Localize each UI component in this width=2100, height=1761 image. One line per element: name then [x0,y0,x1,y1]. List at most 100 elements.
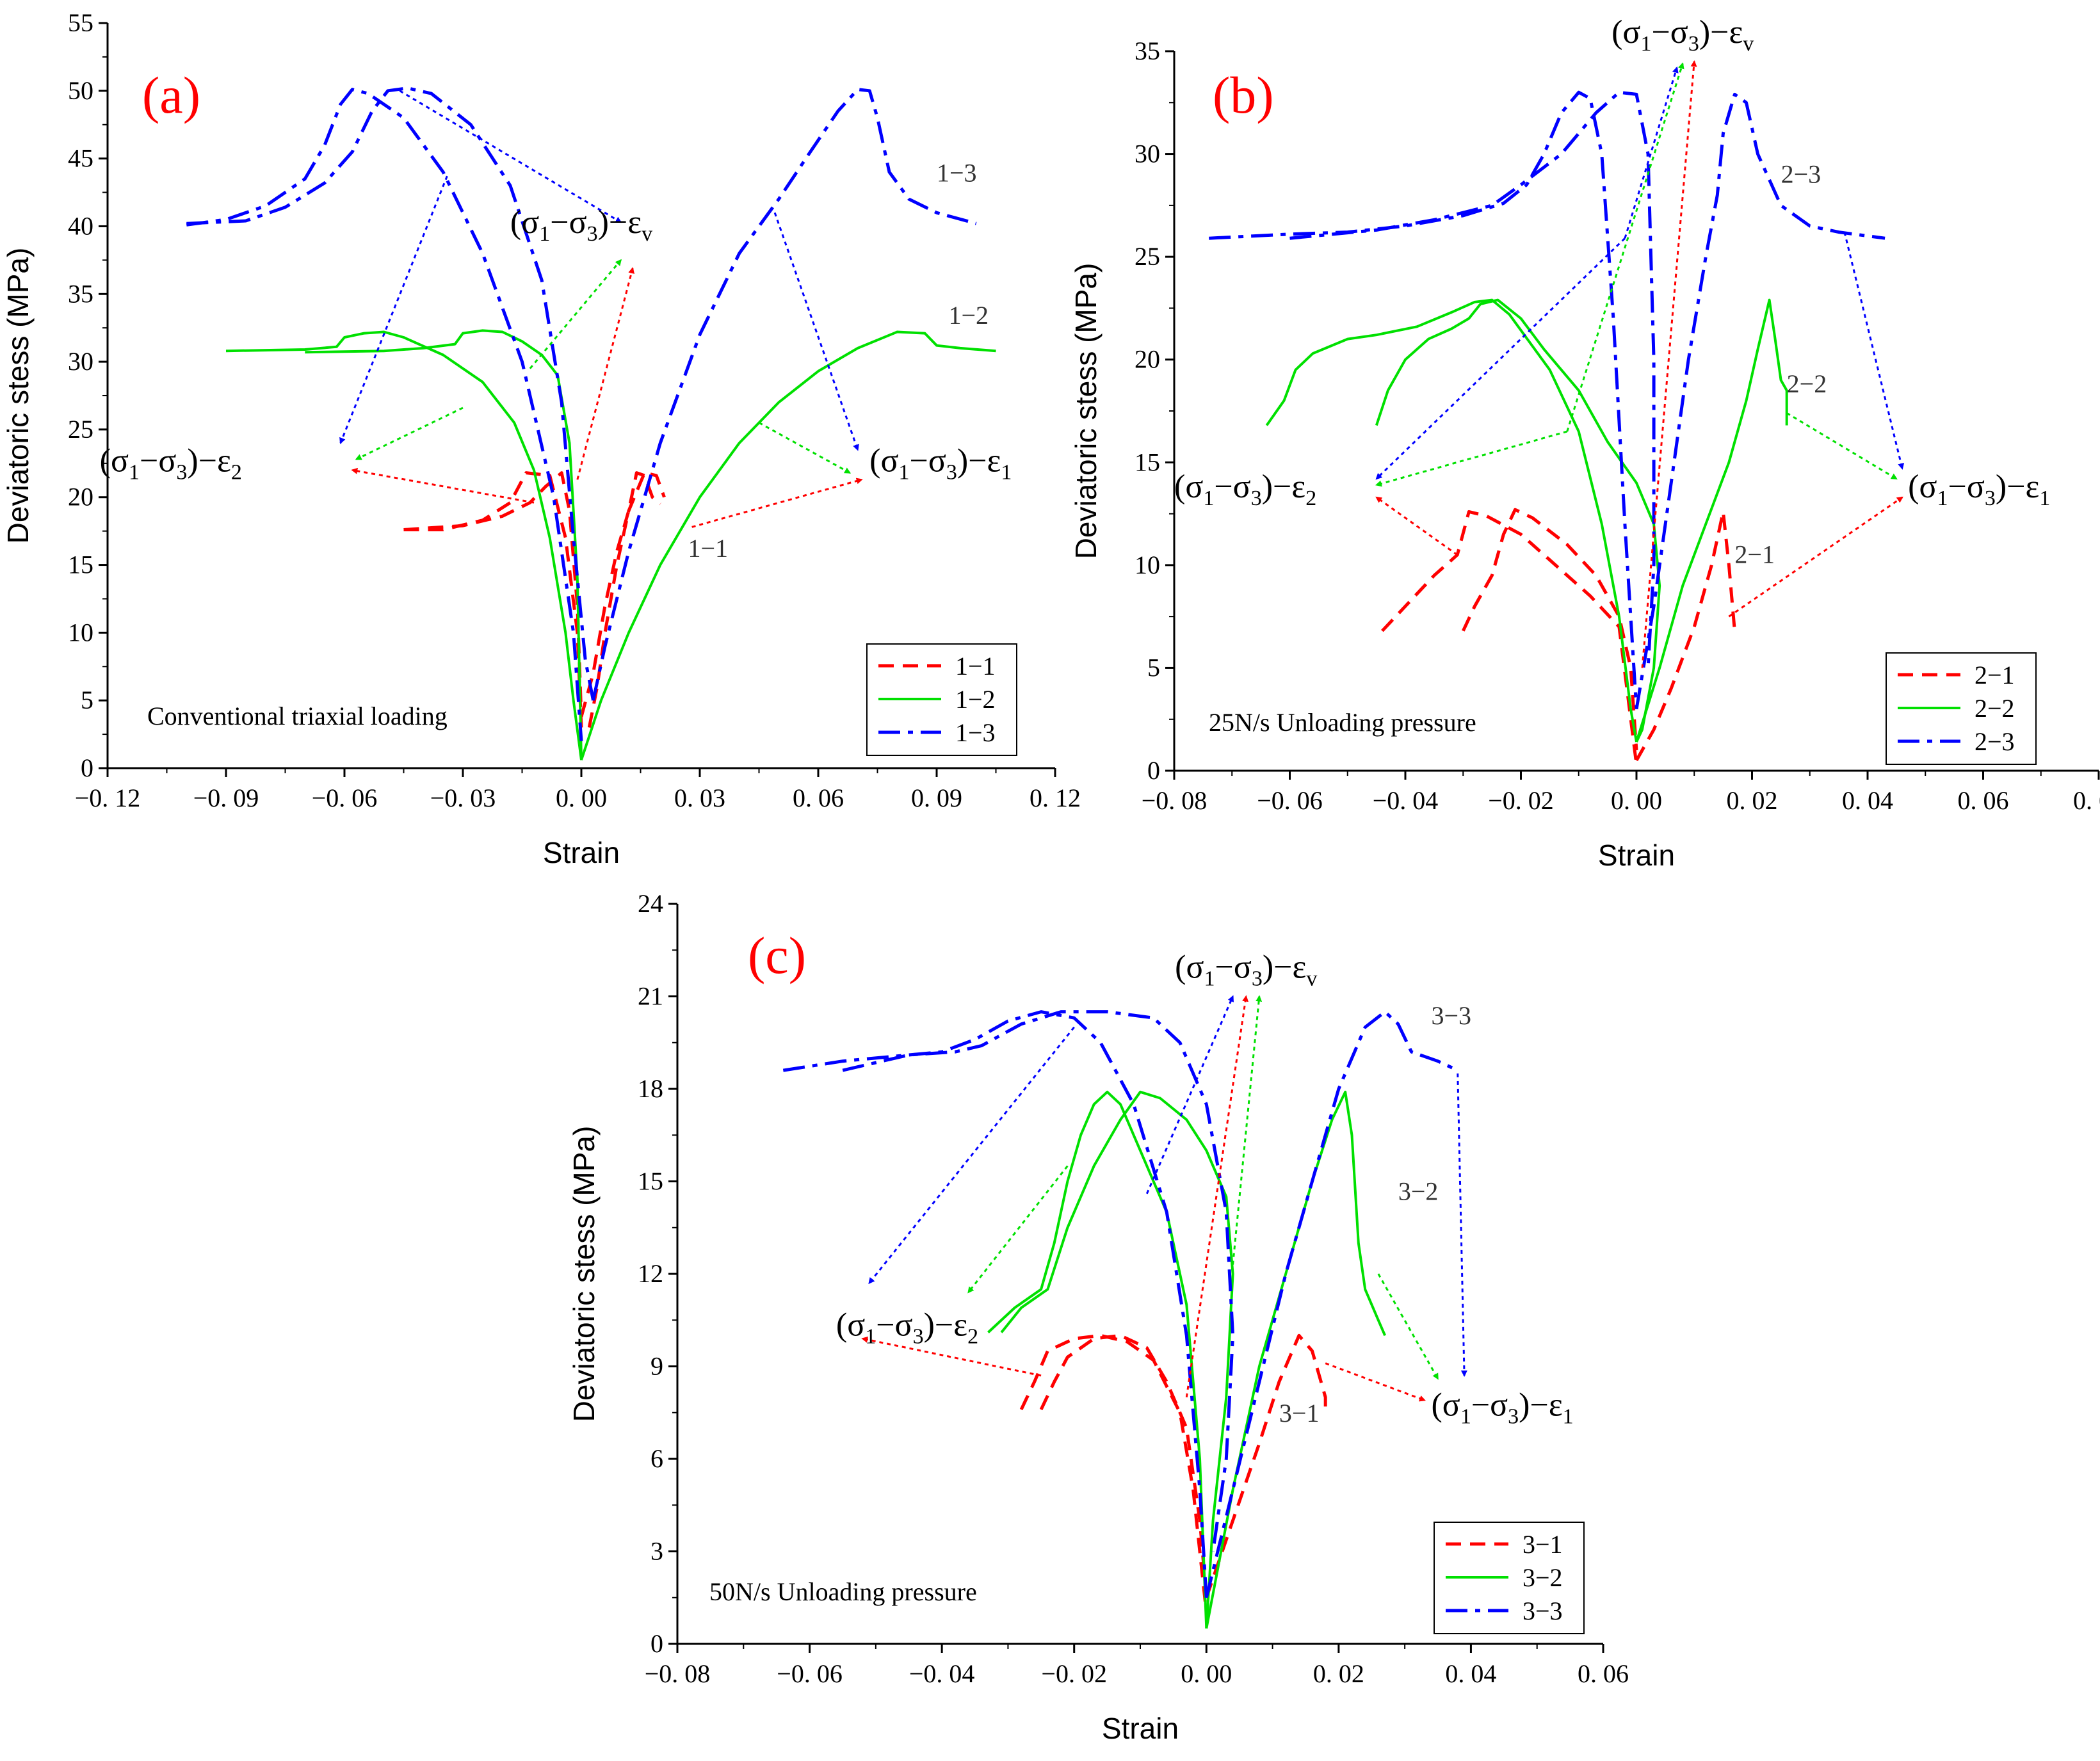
y-tick-label: 35 [1135,36,1160,65]
x-tick-label: −0. 12 [75,784,141,812]
curve-label-c-l33: 3−3 [1431,1001,1471,1030]
series-2−1-curve [1381,510,1638,765]
series-3−1-curve [1204,1333,1327,1598]
annotation-arrow [529,259,622,369]
legend-label: 1−3 [955,718,996,747]
series-3−1-curve [1019,1333,1208,1614]
series-2−2-curve [1265,298,1638,743]
annotation-arrow [1786,412,1898,480]
y-tick-label: 55 [68,8,93,37]
annotation-arrow [967,1165,1069,1294]
annotation-arrow [1843,232,1905,470]
x-tick-label: −0. 06 [1257,786,1323,815]
series-1−2-curve [225,330,583,760]
y-tick-label: 40 [68,211,93,240]
legend-label: 3−2 [1522,1563,1563,1592]
x-tick-label: 0. 06 [1578,1659,1629,1688]
x-tick-label: 0. 06 [1958,786,2009,815]
series-1−2-curve [305,329,583,760]
series-2−2-curve [1375,298,1661,743]
x-tick-label: 0. 02 [1313,1659,1364,1688]
series-2−1-curve [1462,508,1638,751]
y-tick-label: 30 [68,347,93,376]
curve-label-a-l11: 1−1 [688,534,729,563]
x-tick-label: −0. 06 [312,784,378,812]
y-tick-label: 10 [68,618,93,647]
y-tick-label: 5 [81,686,93,714]
series-3−2-curve [987,1090,1208,1628]
legend: 2−1 2−2 2−3 [1886,652,2037,765]
series-1−3-curve [186,86,595,701]
series-2−3-curve [1635,92,1886,710]
y-tick-label: 50 [68,76,93,105]
panel-label: (b) [1213,66,1274,124]
y-tick-label: 12 [638,1259,663,1288]
panel-description: 50N/s Unloading pressure [709,1577,977,1606]
x-tick-label: 0. 00 [1611,786,1662,815]
x-tick-label: −0. 04 [1373,786,1439,815]
legend-label: 1−2 [955,685,996,714]
annotation-arrow [1375,496,1458,556]
annotation-arrow [868,1026,1075,1285]
annotation-arrow [758,422,852,474]
annotation-b-e1: (σ1−σ3)−ε1 [1908,469,2050,510]
annotation-arrow [691,478,863,528]
y-tick-label: 0 [650,1629,663,1658]
annotation-b-ev: (σ1−σ3)−εv [1611,14,1754,56]
panel-description: Conventional triaxial loading [147,702,448,730]
annotation-arrow [355,406,464,460]
series-2−3-curve [1289,90,1656,668]
y-tick-label: 10 [1135,551,1160,579]
y-axis-label: Deviatoric stess (MPa) [1,248,35,544]
annotation-c-ev: (σ1−σ3)−εv [1175,949,1317,991]
x-tick-label: 0. 04 [1842,786,1893,815]
x-axis-label: Strain [1102,1712,1179,1745]
y-tick-label: 9 [650,1352,663,1381]
annotation-arrow [576,267,634,480]
annotation-arrow [1566,62,1684,432]
curve-label-b-l22: 2−2 [1787,369,1827,398]
series-3−1-curve [1039,1333,1208,1598]
y-tick-label: 35 [68,279,93,308]
series-3−2-curve [1205,1090,1387,1629]
y-tick-label: 20 [1135,345,1160,374]
y-tick-label: 0 [1147,756,1160,785]
y-tick-label: 30 [1135,140,1160,168]
x-tick-label: −0. 02 [1488,786,1554,815]
x-tick-label: 0. 08 [2073,786,2100,815]
series-2−2-curve [1635,298,1788,743]
legend: 3−1 3−2 3−3 [1434,1522,1585,1634]
legend-label: 3−1 [1522,1530,1563,1559]
panel-description: 25N/s Unloading pressure [1209,708,1476,737]
legend-label: 1−1 [955,652,996,680]
y-axis-label: Deviatoric stess (MPa) [567,1126,601,1422]
legend-label: 2−1 [1975,661,2015,689]
series-1−1-curve [587,471,666,728]
series-3−2-curve [1000,1090,1234,1629]
annotation-a-e2: (σ1−σ3)−ε2 [100,443,242,485]
annotation-arrow [1375,237,1626,480]
annotation-a-ev: (σ1−σ3)−εv [510,204,652,246]
x-axis-label: Strain [1598,839,1675,872]
y-tick-label: 25 [1135,242,1160,271]
y-axis-label: Deviatoric stess (MPa) [1069,263,1102,559]
annotation-arrow [1377,1273,1439,1380]
y-tick-label: 24 [638,889,663,918]
x-tick-label: −0. 09 [193,784,259,812]
x-tick-label: 0. 12 [1030,784,1081,812]
panel-c: 0 3 6 9 12 15 18 21 24 −0. 08 −0. 06 −0. 04 −0. 02 0.… [567,889,1629,1745]
x-tick-label: −0. 03 [430,784,496,812]
series-1−1-curve [403,471,583,728]
y-tick-label: 0 [81,753,93,782]
series-2−3-curve [1209,90,1638,709]
series-1−2-curve [580,330,996,760]
y-tick-label: 5 [1147,653,1160,682]
annotation-b-e2: (σ1−σ3)−ε2 [1174,469,1316,510]
x-tick-label: 0. 06 [793,784,844,812]
x-tick-label: 0. 00 [556,784,607,812]
annotation-arrow [1185,995,1249,1397]
y-tick-label: 20 [68,483,93,511]
legend-label: 3−3 [1522,1596,1563,1625]
legend: 1−1 1−2 1−3 [866,643,1017,756]
